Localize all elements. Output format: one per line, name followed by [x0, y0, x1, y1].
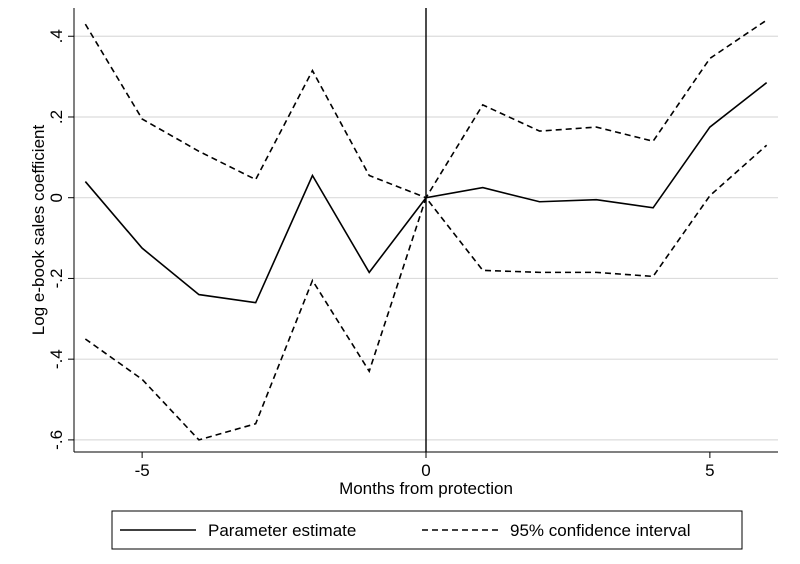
y-tick-label: .2 — [47, 110, 66, 124]
x-axis-title: Months from protection — [339, 479, 513, 498]
y-tick-label: -.4 — [47, 349, 66, 369]
x-tick-label: 0 — [421, 461, 430, 480]
series-lines — [84, 8, 768, 452]
legend: Parameter estimate 95% confidence interv… — [111, 510, 743, 550]
y-tick-label: -.6 — [47, 430, 66, 450]
legend-label-confidence-interval: 95% confidence interval — [510, 521, 691, 540]
y-axis-title: Log e-book sales coefficient — [29, 125, 48, 336]
y-tick-label: .4 — [47, 29, 66, 43]
legend-label-parameter-estimate: Parameter estimate — [208, 521, 356, 540]
y-tick-label: -.2 — [47, 269, 66, 289]
y-tick-label: 0 — [47, 193, 66, 202]
x-tick-label: 5 — [705, 461, 714, 480]
series-line-ci-lower — [84, 144, 768, 441]
axes: .4 .2 0 -.2 -.4 -.6 -5 0 5 — [47, 8, 778, 480]
x-tick-label: -5 — [135, 461, 150, 480]
